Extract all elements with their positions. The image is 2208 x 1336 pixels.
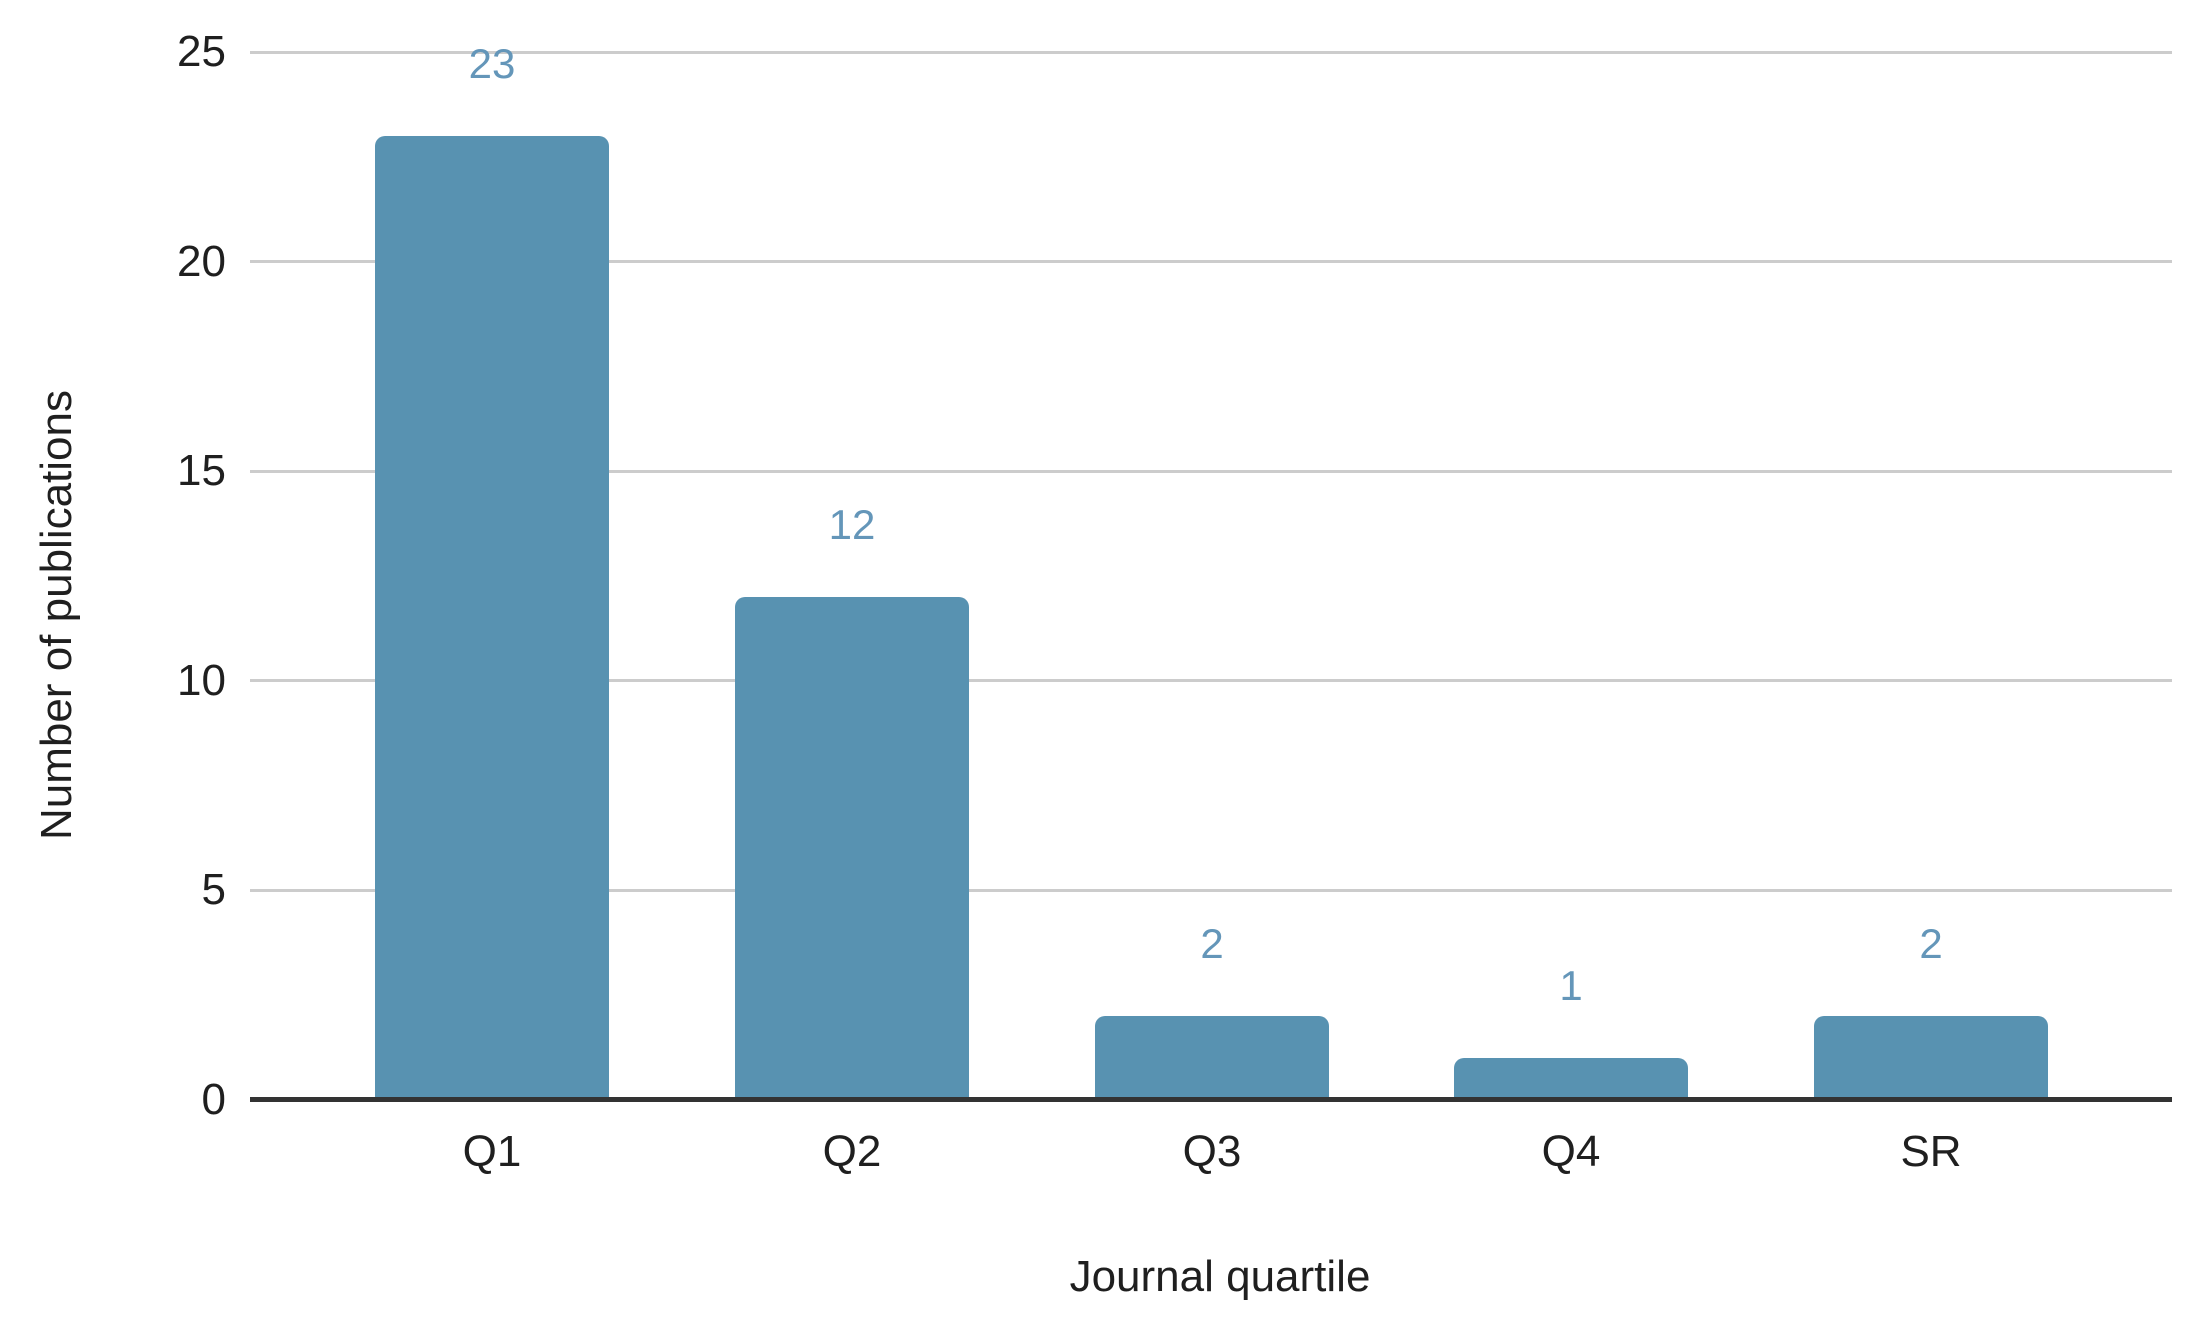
- y-gridline: [250, 470, 2172, 473]
- bar-sr: [1814, 1016, 2048, 1100]
- x-axis-category-label: Q1: [462, 1127, 522, 1176]
- x-axis-category-label: Q3: [1182, 1127, 1242, 1176]
- y-gridline: [250, 679, 2172, 682]
- y-gridline: [250, 51, 2172, 54]
- bar-value-label: 2: [1919, 920, 1943, 967]
- x-axis-category-label: Q4: [1541, 1127, 1601, 1176]
- y-gridline: [250, 260, 2172, 263]
- bar-value-label: 1: [1559, 962, 1583, 1009]
- bar-q3: [1095, 1016, 1329, 1100]
- y-axis-tick-label: 5: [201, 865, 226, 914]
- bar-q4: [1454, 1058, 1688, 1100]
- x-axis-category-label: SR: [1900, 1127, 1962, 1176]
- y-gridline: [250, 889, 2172, 892]
- x-axis-category-label: Q2: [822, 1127, 882, 1176]
- y-axis-tick-label: 15: [177, 446, 226, 495]
- bar-value-label: 23: [468, 40, 516, 87]
- x-axis-title: Journal quartile: [1069, 1252, 1371, 1301]
- x-axis-line: [250, 1097, 2172, 1102]
- bar-q2: [735, 597, 969, 1100]
- bar-q1: [375, 136, 609, 1100]
- y-axis-tick-label: 20: [177, 237, 226, 286]
- y-axis-tick-label: 0: [201, 1075, 226, 1124]
- y-axis-tick-label: 10: [177, 656, 226, 705]
- bar-value-label: 12: [828, 501, 876, 548]
- y-axis-tick-label: 25: [177, 27, 226, 76]
- bar-value-label: 2: [1200, 920, 1224, 967]
